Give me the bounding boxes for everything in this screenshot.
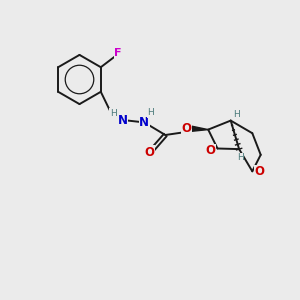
Text: N: N xyxy=(139,116,149,129)
Text: O: O xyxy=(206,144,216,158)
Text: H: H xyxy=(233,110,239,119)
Polygon shape xyxy=(191,126,208,131)
Text: H: H xyxy=(110,109,116,118)
Text: O: O xyxy=(145,146,155,159)
Text: O: O xyxy=(182,122,192,135)
Text: H: H xyxy=(237,153,244,162)
Text: H: H xyxy=(148,108,154,117)
Text: O: O xyxy=(254,165,264,178)
Text: N: N xyxy=(118,113,128,127)
Text: F: F xyxy=(115,48,122,59)
